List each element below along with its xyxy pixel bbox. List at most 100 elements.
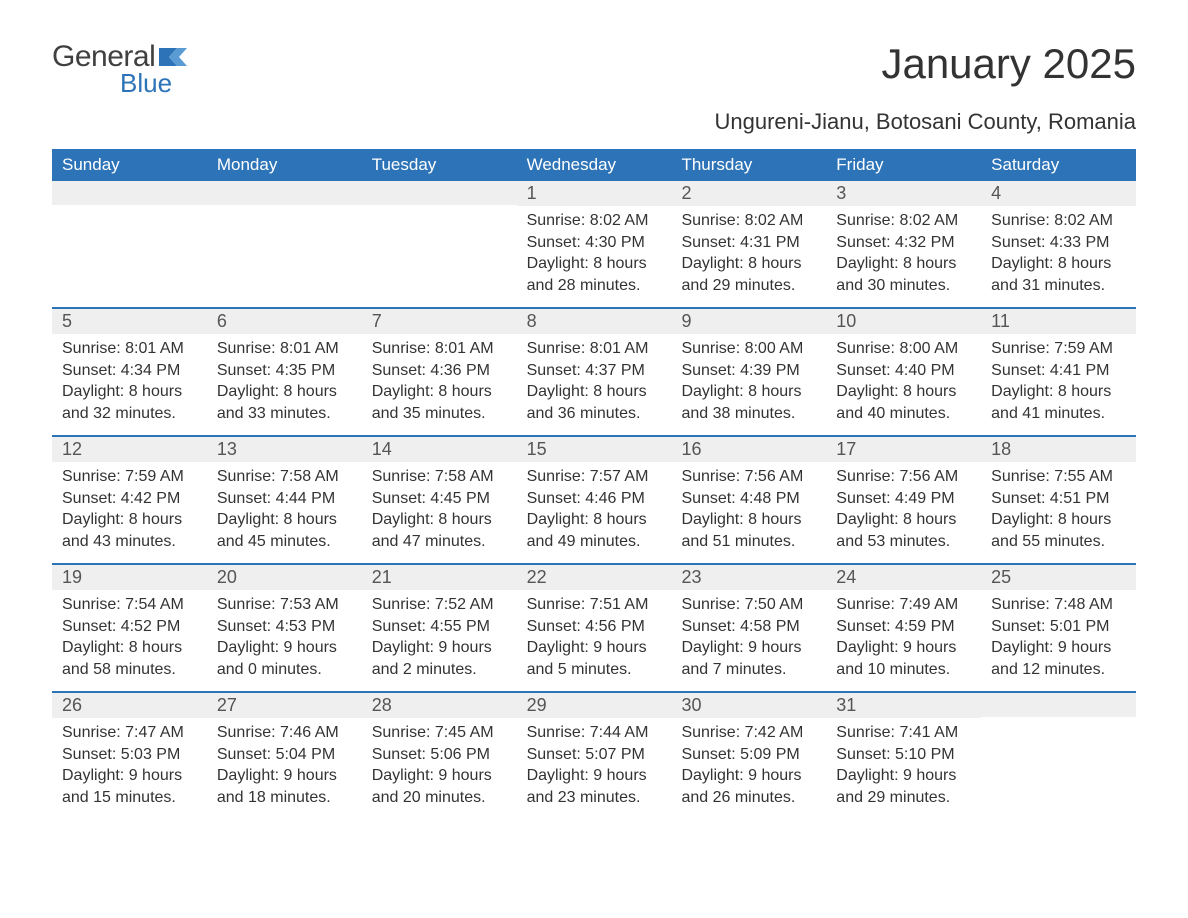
day-number: 2 (681, 183, 691, 203)
daynum-row: 22 (517, 565, 672, 590)
sunrise-text: Sunrise: 8:02 AM (991, 210, 1126, 232)
daynum-row: 13 (207, 437, 362, 462)
daylight-text: Daylight: 8 hours and 47 minutes. (372, 509, 507, 552)
calendar-cell: 9Sunrise: 8:00 AMSunset: 4:39 PMDaylight… (671, 309, 826, 435)
sunset-text: Sunset: 4:53 PM (217, 616, 352, 638)
daylight-text: Daylight: 8 hours and 40 minutes. (836, 381, 971, 424)
daynum-row: 29 (517, 693, 672, 718)
sunset-text: Sunset: 4:40 PM (836, 360, 971, 382)
sunrise-text: Sunrise: 7:51 AM (527, 594, 662, 616)
sunset-text: Sunset: 4:41 PM (991, 360, 1126, 382)
sunset-text: Sunset: 5:01 PM (991, 616, 1126, 638)
calendar-cell: 4Sunrise: 8:02 AMSunset: 4:33 PMDaylight… (981, 181, 1136, 307)
daynum-row: 1 (517, 181, 672, 206)
day-number: 15 (527, 439, 547, 459)
day-header: Monday (207, 149, 362, 181)
day-number: 26 (62, 695, 82, 715)
daylight-text: Daylight: 8 hours and 38 minutes. (681, 381, 816, 424)
daynum-row: 5 (52, 309, 207, 334)
calendar-cell: 14 Sunrise: 7:58 AMSunset: 4:45 PMDayligh… (362, 437, 517, 563)
daynum-row: 15 (517, 437, 672, 462)
sunset-text: Sunset: 4:59 PM (836, 616, 971, 638)
sunset-text: Sunset: 5:06 PM (372, 744, 507, 766)
daylight-text: Daylight: 9 hours and 26 minutes. (681, 765, 816, 808)
sunset-text: Sunset: 4:52 PM (62, 616, 197, 638)
sunset-text: Sunset: 4:30 PM (527, 232, 662, 254)
daynum-row (981, 693, 1136, 717)
cell-body: Sunrise: 7:49 AMSunset: 4:59 PMDaylight:… (826, 590, 981, 690)
sunrise-text: Sunrise: 7:58 AM (372, 466, 507, 488)
daylight-text: Daylight: 9 hours and 15 minutes. (62, 765, 197, 808)
calendar-cell (981, 693, 1136, 819)
calendar-cell: 13Sunrise: 7:58 AMSunset: 4:44 PMDayligh… (207, 437, 362, 563)
day-number: 11 (991, 311, 1010, 331)
cell-body: Sunrise: 7:46 AMSunset: 5:04 PMDaylight:… (207, 718, 362, 818)
sunrise-text: Sunrise: 8:02 AM (836, 210, 971, 232)
daynum-row (362, 181, 517, 205)
daynum-row: 4 (981, 181, 1136, 206)
calendar-cell: 15 Sunrise: 7:57 AMSunset: 4:46 PMDayligh… (517, 437, 672, 563)
cell-body: Sunrise: 7:57 AMSunset: 4:46 PMDaylight:… (517, 462, 672, 562)
day-number: 18 (991, 439, 1011, 459)
sunset-text: Sunset: 5:09 PM (681, 744, 816, 766)
sunrise-text: Sunrise: 8:01 AM (527, 338, 662, 360)
sunrise-text: Sunrise: 7:59 AM (62, 466, 197, 488)
sunset-text: Sunset: 4:56 PM (527, 616, 662, 638)
sunrise-text: Sunrise: 8:01 AM (217, 338, 352, 360)
cell-body: Sunrise: 7:55 AMSunset: 4:51 PMDaylight:… (981, 462, 1136, 562)
daylight-text: Daylight: 8 hours and 55 minutes. (991, 509, 1126, 552)
calendar-cell: 5Sunrise: 8:01 AMSunset: 4:34 PMDaylight… (52, 309, 207, 435)
calendar-cell: 16Sunrise: 7:56 AMSunset: 4:48 PMDayligh… (671, 437, 826, 563)
cell-body: Sunrise: 7:44 AMSunset: 5:07 PMDaylight:… (517, 718, 672, 818)
day-header: Saturday (981, 149, 1136, 181)
sunset-text: Sunset: 5:07 PM (527, 744, 662, 766)
day-number: 1 (527, 183, 537, 203)
week-row: 5Sunrise: 8:01 AMSunset: 4:34 PMDaylight… (52, 307, 1136, 435)
calendar-cell: 28Sunrise: 7:45 AMSunset: 5:06 PMDayligh… (362, 693, 517, 819)
sunset-text: Sunset: 4:48 PM (681, 488, 816, 510)
calendar-cell: 3Sunrise: 8:02 AMSunset: 4:32 PMDaylight… (826, 181, 981, 307)
sunrise-text: Sunrise: 7:44 AM (527, 722, 662, 744)
calendar-cell: 18 Sunrise: 7:55 AMSunset: 4:51 PMDayligh… (981, 437, 1136, 563)
calendar: SundayMondayTuesdayWednesdayThursdayFrid… (52, 149, 1136, 819)
sunrise-text: Sunrise: 7:55 AM (991, 466, 1126, 488)
cell-body: Sunrise: 8:01 AMSunset: 4:37 PMDaylight:… (517, 334, 672, 434)
day-header: Wednesday (517, 149, 672, 181)
day-number: 29 (527, 695, 547, 715)
daylight-text: Daylight: 8 hours and 35 minutes. (372, 381, 507, 424)
weeks-container: 1Sunrise: 8:02 AMSunset: 4:30 PMDaylight… (52, 181, 1136, 819)
daynum-row: 18 (981, 437, 1136, 462)
sunrise-text: Sunrise: 7:52 AM (372, 594, 507, 616)
cell-body: Sunrise: 8:02 AMSunset: 4:32 PMDaylight:… (826, 206, 981, 306)
sunset-text: Sunset: 5:04 PM (217, 744, 352, 766)
sunset-text: Sunset: 4:46 PM (527, 488, 662, 510)
daynum-row: 26 (52, 693, 207, 718)
cell-body: Sunrise: 7:58 AMSunset: 4:45 PMDaylight:… (362, 462, 517, 562)
calendar-cell: 2Sunrise: 8:02 AMSunset: 4:31 PMDaylight… (671, 181, 826, 307)
calendar-cell (362, 181, 517, 307)
daynum-row: 27 (207, 693, 362, 718)
sunset-text: Sunset: 4:42 PM (62, 488, 197, 510)
cell-body: Sunrise: 7:45 AMSunset: 5:06 PMDaylight:… (362, 718, 517, 818)
daynum-row: 17 (826, 437, 981, 462)
daylight-text: Daylight: 9 hours and 5 minutes. (527, 637, 662, 680)
sunset-text: Sunset: 4:44 PM (217, 488, 352, 510)
daylight-text: Daylight: 8 hours and 31 minutes. (991, 253, 1126, 296)
day-number: 31 (836, 695, 856, 715)
sunrise-text: Sunrise: 7:41 AM (836, 722, 971, 744)
day-number: 13 (217, 439, 237, 459)
page-title: January 2025 (881, 40, 1136, 88)
daylight-text: Daylight: 8 hours and 28 minutes. (527, 253, 662, 296)
calendar-cell: 29 Sunrise: 7:44 AMSunset: 5:07 PMDayligh… (517, 693, 672, 819)
day-number: 14 (372, 439, 392, 459)
daynum-row: 8 (517, 309, 672, 334)
calendar-cell: 22 Sunrise: 7:51 AMSunset: 4:56 PMDayligh… (517, 565, 672, 691)
daylight-text: Daylight: 9 hours and 10 minutes. (836, 637, 971, 680)
location-subtitle: Ungureni-Jianu, Botosani County, Romania (52, 109, 1136, 135)
calendar-cell: 20Sunrise: 7:53 AMSunset: 4:53 PMDayligh… (207, 565, 362, 691)
cell-body: Sunrise: 7:56 AMSunset: 4:48 PMDaylight:… (671, 462, 826, 562)
day-number: 19 (62, 567, 82, 587)
flag-icon (159, 48, 187, 66)
sunset-text: Sunset: 4:35 PM (217, 360, 352, 382)
cell-body: Sunrise: 8:01 AMSunset: 4:35 PMDaylight:… (207, 334, 362, 434)
